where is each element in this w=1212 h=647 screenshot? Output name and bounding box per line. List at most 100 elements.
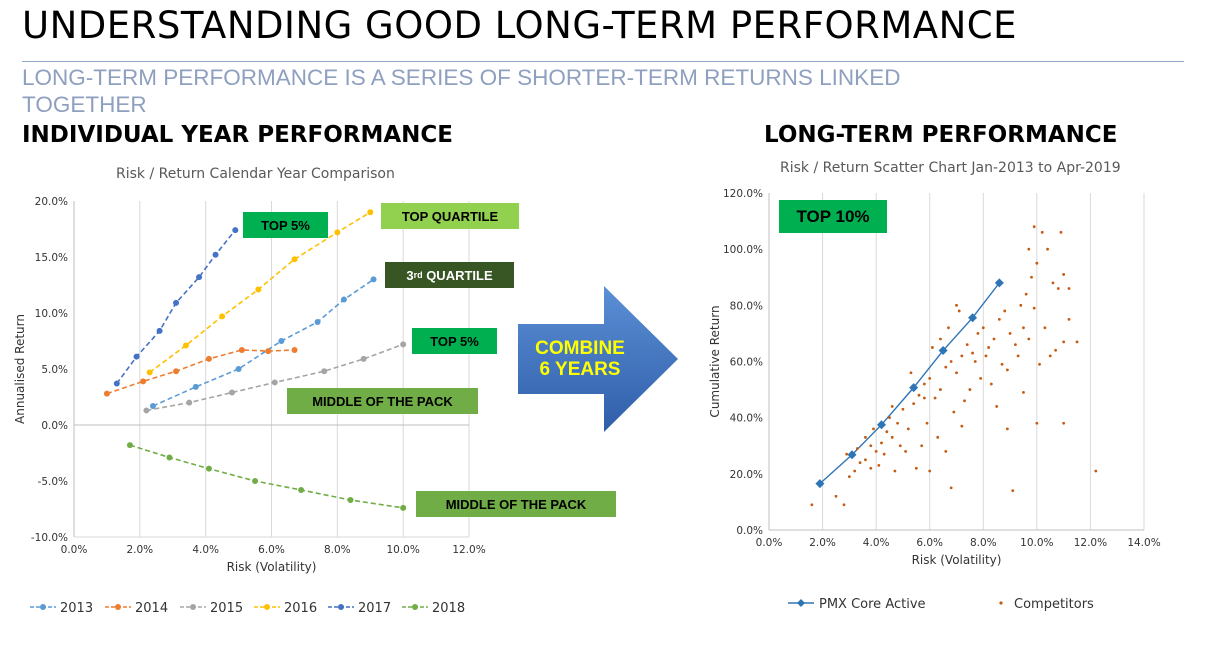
series-2018-point [347,497,354,504]
legend-competitors-label: Competitors [1014,597,1094,612]
legend-2013-marker [40,604,46,610]
series-competitors-point [955,303,958,307]
series-competitors-point [949,486,953,490]
series-competitors-point [920,444,924,448]
series-2016-point [255,286,262,293]
series-2017-point [212,251,219,258]
series-competitors-point [1014,343,1017,347]
x-axis-label: Risk (Volatility) [912,553,1002,567]
series-competitors-point [1062,273,1066,276]
page-subtitle: LONG-TERM PERFORMANCE IS A SERIES OF SHO… [22,65,901,117]
y-tick-label: -5.0% [38,476,68,488]
series-competitors-point [896,421,899,425]
y-tick-label: 20.0% [730,469,763,481]
series-competitors-point [1027,337,1031,341]
legend-competitors-marker [999,601,1003,605]
x-tick-label: 8.0% [324,544,351,556]
x-tick-label: 6.0% [916,537,943,549]
series-competitors-point [1024,292,1028,296]
series-2013-point [340,296,347,303]
series-competitors-point [890,405,894,408]
series-competitors-point [1008,332,1012,335]
series-competitors-point [880,441,883,445]
x-tick-label: 0.0% [756,537,783,549]
series-pmx-core-active-point [909,383,919,393]
legend-2014-marker [115,604,121,610]
y-tick-label: 40.0% [730,413,763,425]
legend-2016-marker [264,604,270,610]
series-2014-point [140,378,147,385]
series-competitors-point [995,405,999,408]
series-competitors-point [898,444,902,448]
series-pmx-core-active-point [994,278,1004,288]
series-competitors-point [904,449,908,453]
series-2016-point [334,229,341,236]
legend-2013-label: 2013 [60,601,93,616]
series-competitors-point [922,396,926,400]
tag-top-quartile: TOP QUARTILE [381,203,519,229]
series-competitors-point [1051,281,1055,285]
tag-third-quartile-num: 3 [406,267,414,283]
left-chart: 0.0% 2.0% 4.0% 6.0% 8.0% 10.0% 12.0% 20.0% 15.0%… [13,196,486,616]
right-chart: 0.0% 2.0% 4.0% 6.0% 8.0% 10.0% 12.0% 14.0% 120.0… [708,188,1161,612]
x-tick-label: 12.0% [452,544,485,556]
series-competitors-point [874,449,878,453]
tag-top10: TOP 10% [779,200,887,233]
series-competitors-point [1075,340,1079,344]
series-competitors-point [890,435,894,439]
y-axis-label: Cumulative Return [708,305,722,417]
series-2014-point [103,390,110,397]
series-2015-point [143,407,150,414]
series-competitors-point [869,444,873,448]
x-tick-label: 10.0% [386,544,419,556]
series-2014-point [265,348,272,355]
legend-2015-label: 2015 [210,601,243,616]
legend-2017-label: 2017 [358,601,391,616]
series-2017-point [156,327,163,334]
series-pmx-core-active-point [968,313,978,323]
series-competitors-point [930,346,934,349]
series-competitors-point [1035,261,1039,265]
series-competitors-point [1094,469,1098,473]
series-2013-point [314,318,321,325]
series-competitors-point [1059,230,1063,234]
series-competitors-point [872,427,875,431]
series-competitors-point [1038,362,1041,366]
series-competitors-point [981,326,985,330]
x-tick-label: 2.0% [809,537,836,549]
series-competitors-point [901,407,905,411]
series-competitors-point [989,382,993,386]
series-competitors-point [914,466,918,470]
y-tick-label: 0.0% [736,525,763,537]
series-competitors-point [1022,390,1025,394]
series-2018-point [205,465,212,472]
series-2014-point [205,355,212,362]
series-competitors-point [949,360,953,363]
series-competitors-point [979,376,983,380]
x-tick-label: 8.0% [970,537,997,549]
legend-2014-label: 2014 [135,601,168,616]
y-tick-label: 10.0% [35,308,68,320]
y-tick-label: 120.0% [723,188,763,200]
series-competitors-point [984,354,988,358]
series-2013-point [192,383,199,390]
series-competitors-point [933,396,937,400]
series-competitors-point [906,427,910,431]
series-pmx-core-active-point [815,479,825,489]
page-title: UNDERSTANDING GOOD LONG-TERM PERFORMANCE [22,4,1017,47]
series-2016-point [291,256,298,263]
series-2014-point [173,368,180,375]
series-competitors-point [1016,354,1020,358]
series-competitors-point [936,435,940,439]
legend-2018-label: 2018 [432,601,465,616]
series-competitors-point [928,376,932,380]
right-chart-title: Risk / Return Scatter Chart Jan-2013 to … [780,160,1121,176]
legend-pmx-label: PMX Core Active [819,597,926,612]
series-competitors-point [1005,427,1009,431]
y-axis-label: Annualised Return [13,314,27,424]
x-tick-label: 14.0% [1127,537,1160,549]
right-section-heading: LONG-TERM PERFORMANCE [764,122,1118,148]
combine-arrow-icon [518,286,678,432]
series-competitors-point [917,393,921,397]
series-competitors-point [882,452,886,456]
